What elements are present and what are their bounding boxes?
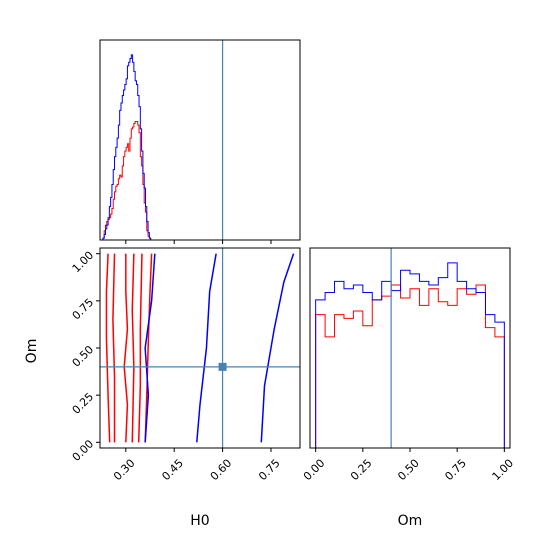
contour-series-0-level-4 <box>137 253 143 443</box>
contour-series-0-level-1 <box>105 253 111 443</box>
panel-frame <box>309 247 511 449</box>
h0-histogram-panel <box>99 39 301 244</box>
y-tick-label: 0.00 <box>70 437 97 464</box>
contour-series-1-level-1 <box>260 253 295 443</box>
contour-series-1-level-0 <box>196 253 217 443</box>
contour-series-0-level-2 <box>112 253 116 443</box>
x-tick-label: 1.00 <box>490 457 517 484</box>
x-tick-label: 0.00 <box>301 457 328 484</box>
x-axis-label-om: Om <box>398 513 423 529</box>
histogram-series-1 <box>100 54 152 241</box>
contour-series-0-level-5 <box>131 253 135 443</box>
y-tick-label: 0.25 <box>70 390 97 417</box>
truth-marker <box>218 362 227 371</box>
contour-series-0-level-0 <box>123 253 129 443</box>
histogram-series-1 <box>315 262 505 448</box>
y-axis-label-om: Om <box>24 339 40 364</box>
contour-series-1-level-2 <box>144 253 156 443</box>
x-tick-label: 0.75 <box>256 457 283 484</box>
om-histogram-panel <box>309 247 511 452</box>
y-tick-label: 0.50 <box>70 343 97 370</box>
y-tick-label: 1.00 <box>70 249 97 276</box>
histogram-series-0 <box>315 284 505 448</box>
x-tick-label: 0.75 <box>442 457 469 484</box>
x-tick-label: 0.60 <box>208 457 235 484</box>
contour-series-0-level-3 <box>144 253 153 443</box>
x-tick-label: 0.45 <box>159 457 186 484</box>
h0-om-joint-panel <box>96 247 301 452</box>
panel-frame <box>99 39 301 241</box>
x-tick-label: 0.30 <box>111 457 138 484</box>
panel-frame <box>99 247 301 449</box>
x-tick-label: 0.25 <box>348 457 375 484</box>
y-tick-label: 0.75 <box>70 296 97 323</box>
x-axis-label-h0: H0 <box>190 513 209 529</box>
x-tick-label: 0.50 <box>395 457 422 484</box>
